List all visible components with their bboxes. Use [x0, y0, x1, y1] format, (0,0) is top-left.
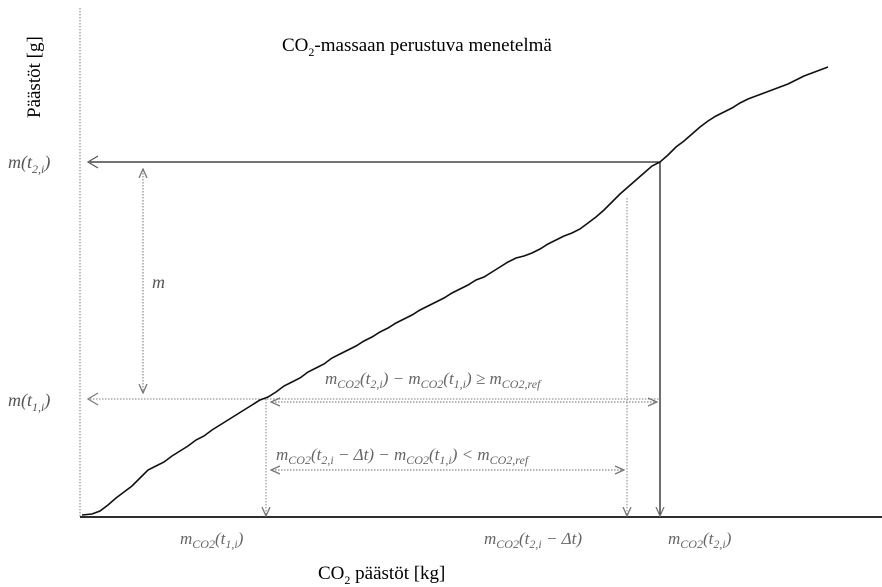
y-label-lower-sub: 1,i	[32, 400, 44, 414]
x-left-m: m	[180, 529, 192, 548]
diagram-title: CO2-massaan perustuva menetelmä	[282, 35, 552, 59]
lower-eq-p1: CO2	[288, 453, 311, 467]
y-label-upper-main: m(t	[8, 152, 33, 173]
x-right-rest: (t	[703, 529, 715, 548]
y-label-lower-main: m(t	[8, 390, 33, 411]
lower-eq-p4: − Δt) − m	[334, 445, 407, 464]
lower-eq-p3: 2,i	[321, 453, 333, 467]
y-label-upper-end: )	[43, 152, 50, 173]
upper-eq-p0: m	[325, 369, 337, 388]
upper-eq-p1: CO2	[337, 377, 360, 391]
y-label-upper: m(t2,i)	[8, 152, 50, 176]
upper-eq-p2: (t	[360, 369, 372, 388]
x-right-sub: CO2	[680, 537, 703, 551]
title-sub: 2	[308, 45, 314, 59]
lower-eq-p6: (t	[429, 445, 441, 464]
lower-equation: mCO2(t2,i − Δt) − mCO2(t1,i) < mCO2,ref	[276, 445, 530, 467]
upper-eq-p7: 1,i	[454, 377, 466, 391]
lower-eq-p9: CO2,ref	[490, 453, 530, 467]
lower-eq-p5: CO2	[406, 453, 429, 467]
x-left-rest-sub: 1,i	[225, 537, 237, 551]
cumulative-emission-curve	[81, 66, 829, 516]
upper-eq-p6: (t	[443, 369, 455, 388]
y-label-lower: m(t1,i)	[8, 390, 50, 414]
x-label-left: mCO2(t1,i)	[180, 529, 244, 551]
x-label-right: mCO2(t2,i)	[668, 529, 732, 551]
upper-eq-p3: 2,i	[370, 377, 382, 391]
title-pre: CO	[282, 35, 308, 56]
x-mid-rest: (t	[519, 529, 531, 548]
upper-eq-p9: CO2,ref	[502, 377, 542, 391]
title-post: -massaan perustuva menetelmä	[314, 35, 552, 56]
lower-eq-p7: 1,i	[439, 453, 451, 467]
upper-eq-p8: ) ≥ m	[465, 369, 502, 388]
x-axis-post: päästöt [kg]	[350, 563, 445, 584]
x-label-middle: mCO2(t2,i − Δt)	[484, 529, 582, 551]
x-axis-label: CO2 päästöt [kg]	[318, 563, 445, 587]
lower-level-arrowhead	[86, 392, 99, 406]
x-mid-sub: CO2	[496, 537, 519, 551]
x-right-end: )	[725, 529, 732, 548]
y-axis-label: Päästöt [g]	[24, 36, 45, 118]
x-mid-m: m	[484, 529, 496, 548]
x-left-sub: CO2	[192, 537, 215, 551]
x-mid-end: − Δt)	[542, 529, 583, 548]
upper-eq-p5: CO2	[421, 377, 444, 391]
x-right-m: m	[668, 529, 680, 548]
y-label-lower-end: )	[43, 390, 50, 411]
x-axis-pre: CO	[318, 563, 344, 584]
lower-eq-p8: ) < m	[451, 445, 490, 464]
lower-eq-p0: m	[276, 445, 288, 464]
x-right-rest-sub: 2,i	[713, 537, 725, 551]
x-axis-sub: 2	[344, 573, 350, 587]
lower-eq-p2: (t	[311, 445, 323, 464]
upper-level-arrowhead	[86, 155, 99, 169]
x-left-rest: (t	[215, 529, 227, 548]
upper-equation: mCO2(t2,i) − mCO2(t1,i) ≥ mCO2,ref	[325, 369, 542, 391]
x-left-end: )	[237, 529, 244, 548]
y-label-upper-sub: 2,i	[32, 162, 44, 176]
m-label: m	[152, 272, 165, 292]
x-mid-rest-sub: 2,i	[529, 537, 541, 551]
upper-eq-p4: ) − m	[382, 369, 421, 388]
